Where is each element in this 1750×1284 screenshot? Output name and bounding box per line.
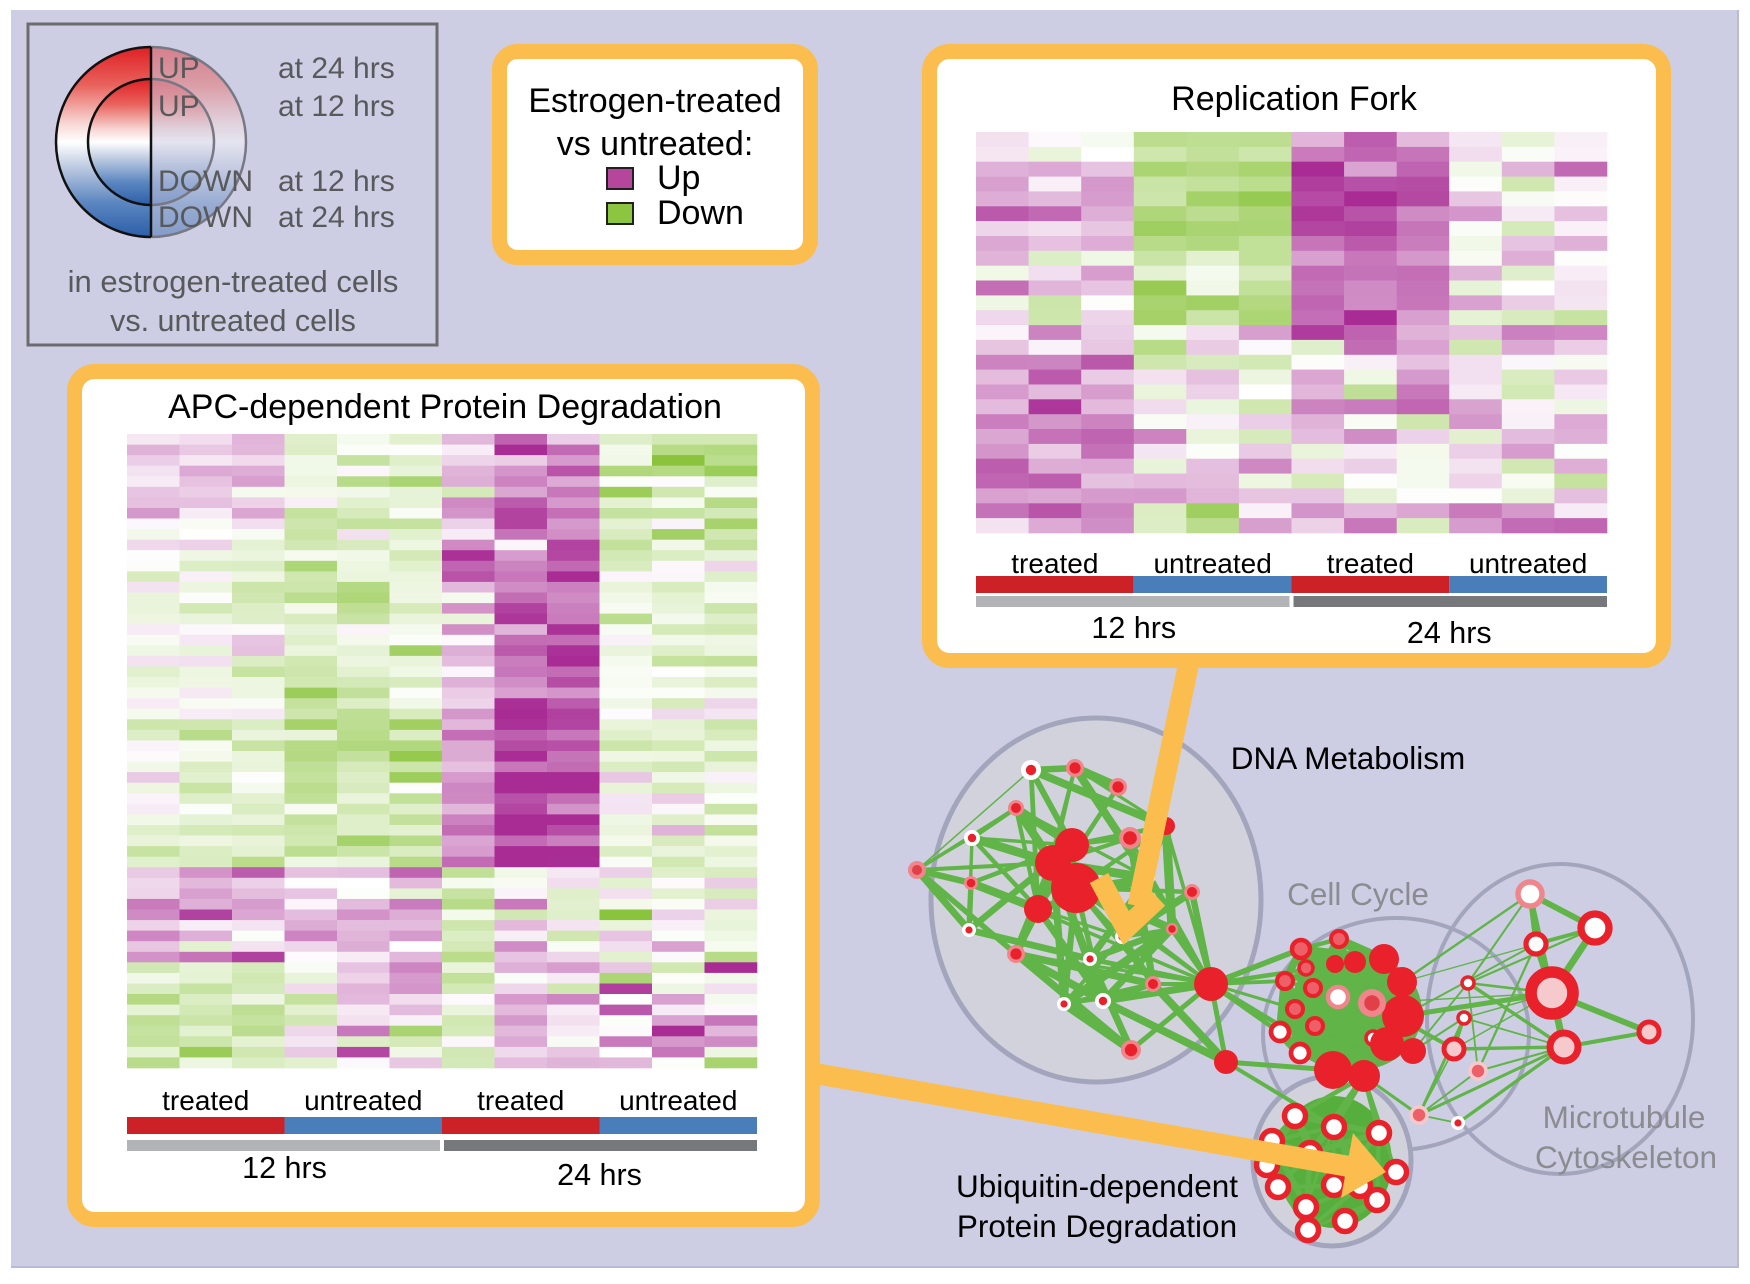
svg-text:vs untreated:: vs untreated:	[557, 125, 754, 163]
svg-text:treated: treated	[1011, 548, 1098, 579]
svg-text:APC-dependent Protein Degradat: APC-dependent Protein Degradation	[168, 388, 722, 426]
svg-text:untreated: untreated	[304, 1085, 422, 1116]
svg-text:Up: Up	[657, 159, 700, 197]
svg-text:12 hrs: 12 hrs	[242, 1151, 327, 1185]
svg-text:24 hrs: 24 hrs	[557, 1158, 642, 1192]
svg-text:at 12 hrs: at 12 hrs	[278, 165, 395, 198]
svg-text:12 hrs: 12 hrs	[1091, 611, 1176, 645]
svg-text:untreated: untreated	[1469, 548, 1587, 579]
svg-text:24 hrs: 24 hrs	[1407, 616, 1492, 650]
svg-text:treated: treated	[162, 1085, 249, 1116]
svg-text:Cytoskeleton: Cytoskeleton	[1535, 1139, 1717, 1175]
svg-text:treated: treated	[1327, 548, 1414, 579]
svg-text:treated: treated	[477, 1085, 564, 1116]
svg-text:Down: Down	[657, 194, 744, 232]
svg-text:DOWN: DOWN	[158, 165, 253, 198]
svg-text:at 24 hrs: at 24 hrs	[278, 52, 395, 85]
svg-text:at 24 hrs: at 24 hrs	[278, 201, 395, 234]
svg-text:untreated: untreated	[619, 1085, 737, 1116]
svg-text:Replication Fork: Replication Fork	[1171, 80, 1418, 118]
svg-text:at 12 hrs: at 12 hrs	[278, 90, 395, 123]
svg-text:UP: UP	[158, 52, 200, 85]
svg-text:vs. untreated cells: vs. untreated cells	[110, 304, 356, 338]
svg-text:Microtubule: Microtubule	[1543, 1099, 1706, 1135]
svg-text:Protein Degradation: Protein Degradation	[957, 1208, 1237, 1244]
svg-text:untreated: untreated	[1153, 548, 1271, 579]
svg-text:in estrogen-treated cells: in estrogen-treated cells	[68, 264, 399, 299]
svg-text:Cell Cycle: Cell Cycle	[1287, 876, 1429, 912]
svg-text:Estrogen-treated: Estrogen-treated	[528, 82, 781, 120]
svg-text:Ubiquitin-dependent: Ubiquitin-dependent	[956, 1168, 1238, 1204]
svg-text:UP: UP	[158, 90, 200, 123]
svg-text:DNA Metabolism: DNA Metabolism	[1231, 740, 1466, 776]
svg-text:DOWN: DOWN	[158, 201, 253, 234]
